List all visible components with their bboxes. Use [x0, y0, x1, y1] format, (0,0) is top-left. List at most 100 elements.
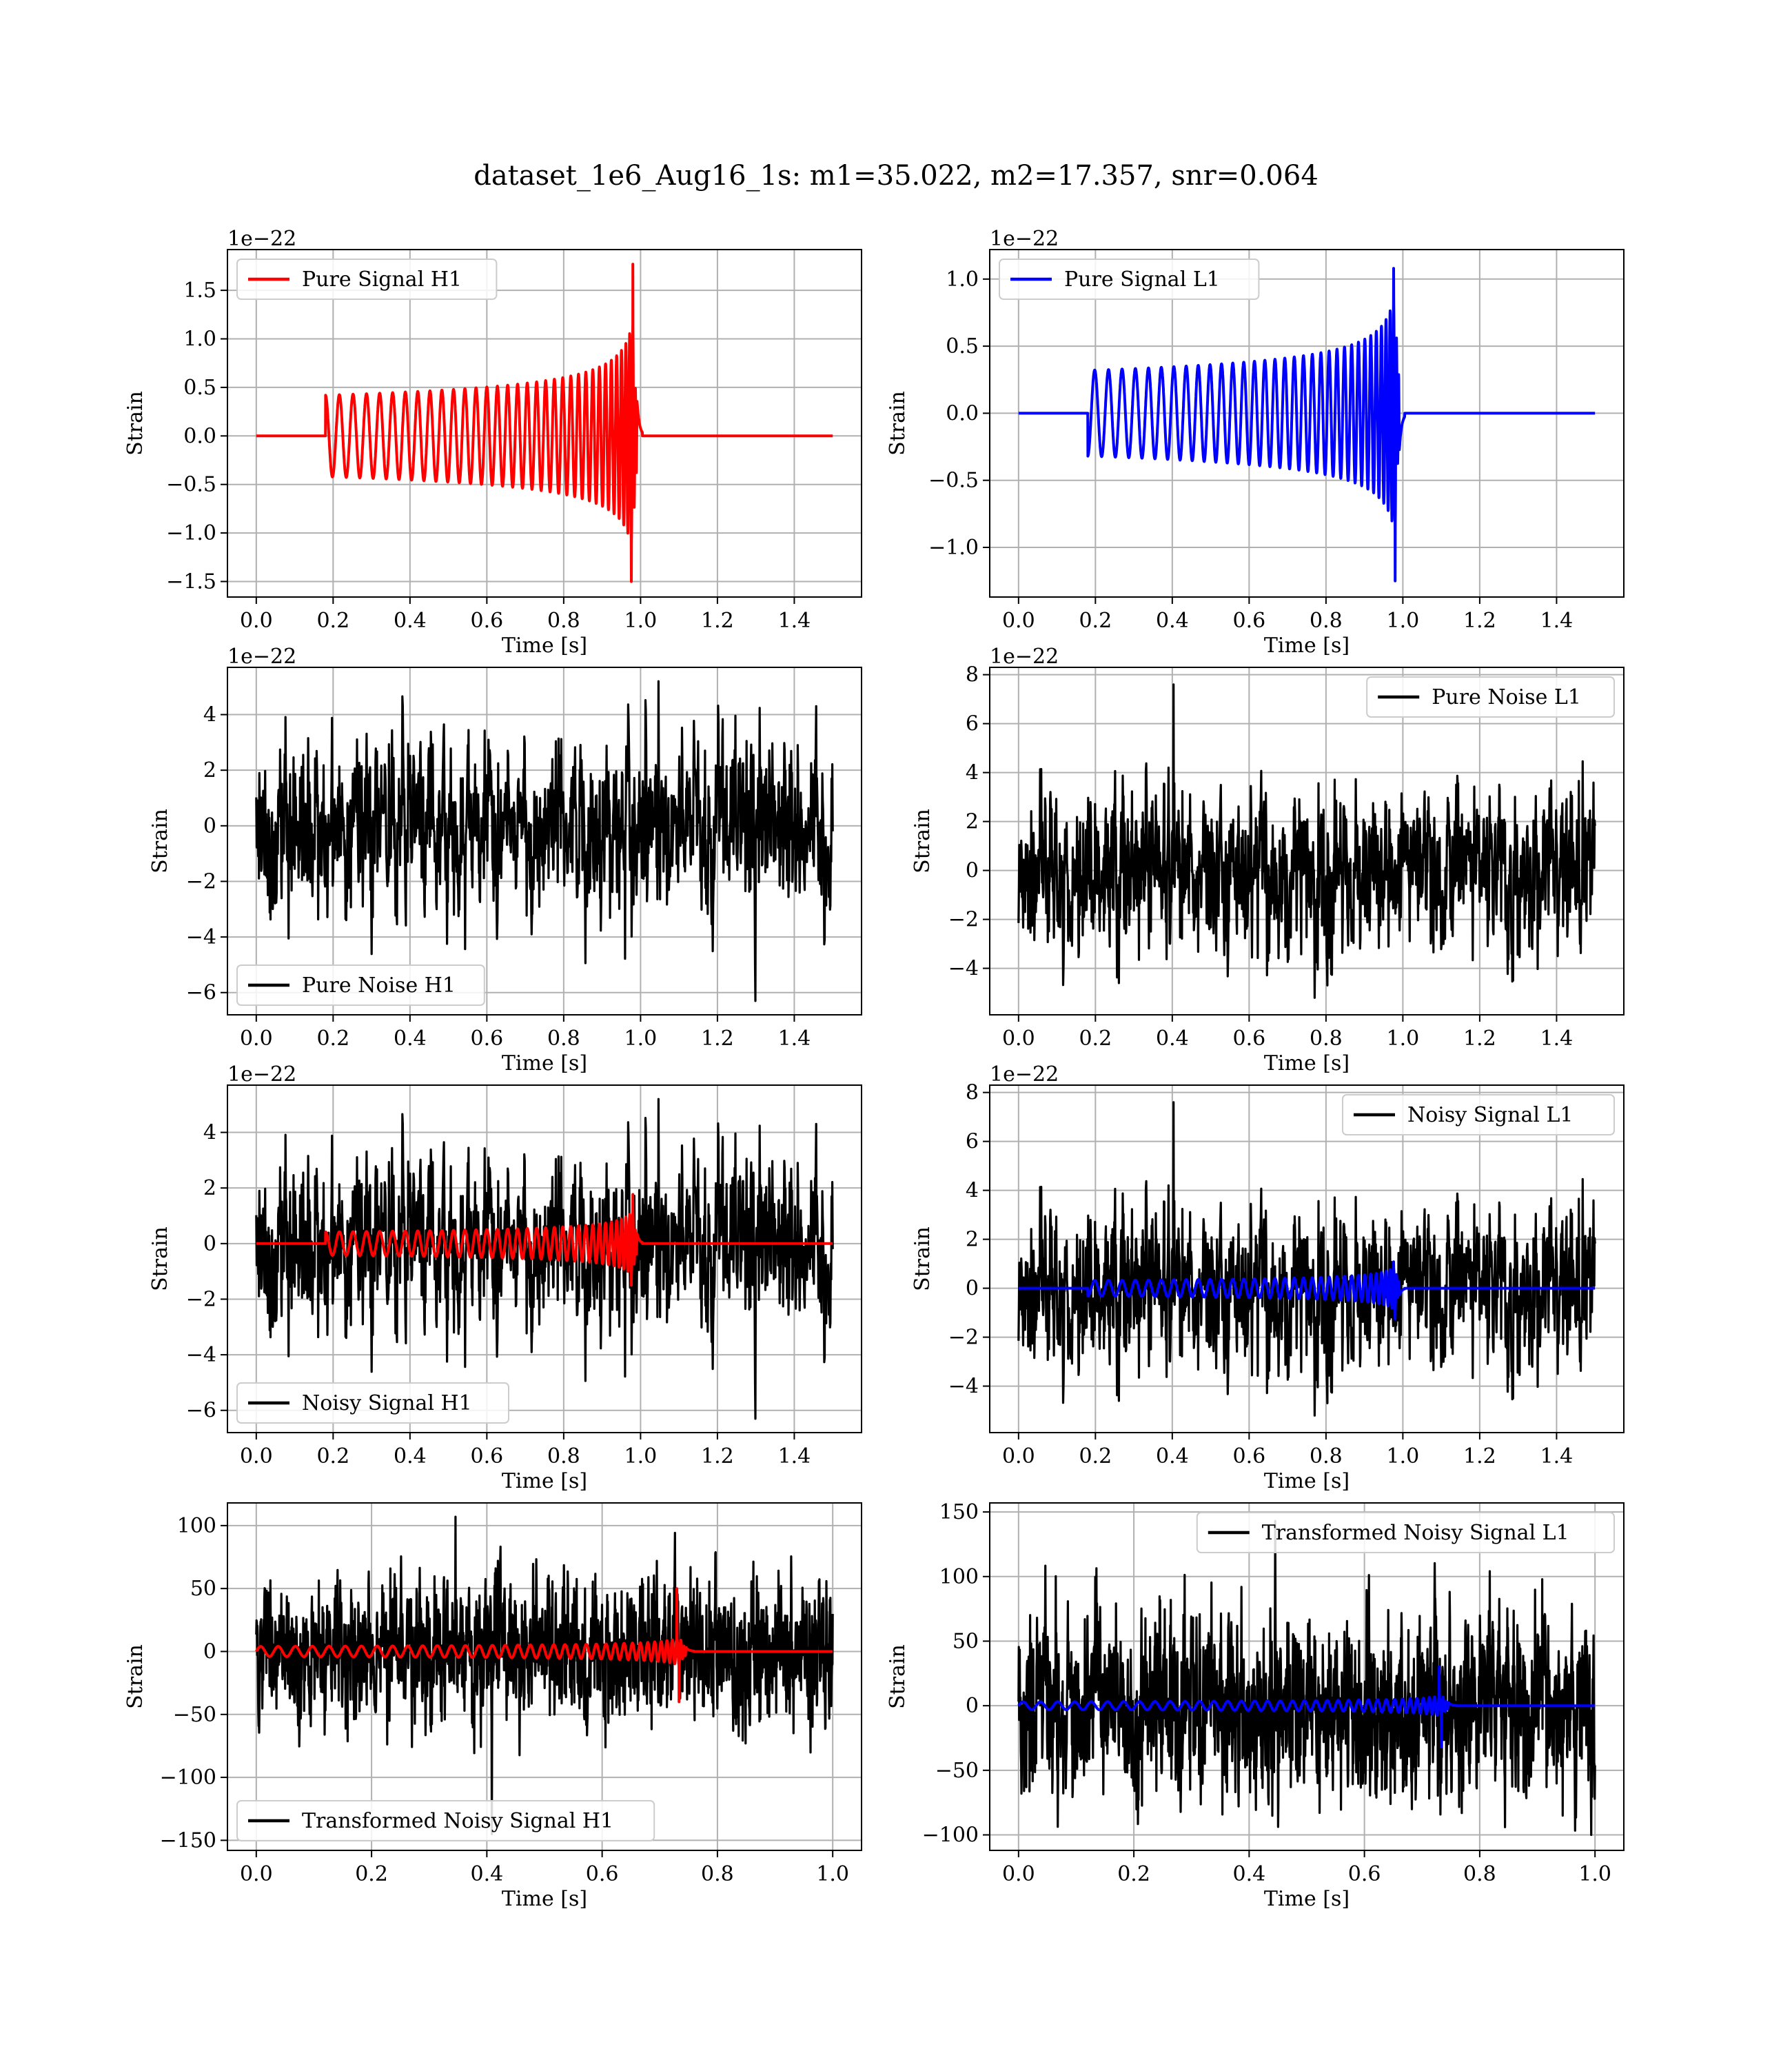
x-tick-label: 1.0	[1578, 1862, 1611, 1886]
x-tick-label: 0.4	[394, 609, 427, 633]
subplot-pure-noise-h1: 0.0 0.2 0.4 0.6 0.8 1.0 1.2 1.4 −6 −4 −2 0 2 4 Time [s…	[148, 645, 862, 1075]
y-tick-label: −50	[935, 1759, 979, 1783]
subplot-noisy-signal-h1: 0.0 0.2 0.4 0.6 0.8 1.0 1.2 1.4 −6 −4 −2 0 2 4 Time [s…	[148, 1062, 862, 1493]
x-tick-label: 0.6	[471, 609, 504, 633]
y-tick-label: 0	[966, 859, 979, 883]
x-tick-label: 1.4	[778, 609, 811, 633]
x-tick-label: 1.0	[1387, 609, 1420, 633]
x-tick-label: 0.4	[1233, 1862, 1266, 1886]
legend-box	[236, 1800, 655, 1841]
subplot-pure-noise-l1: 0.0 0.2 0.4 0.6 0.8 1.0 1.2 1.4 −4 −2 0 2 4 6 8 Time [s…	[910, 645, 1625, 1075]
x-tick-label: 0.6	[586, 1862, 619, 1886]
y-tick-label: 1.0	[946, 267, 979, 292]
y-axis-label: Strain	[148, 1226, 172, 1291]
y-axis-label: Strain	[910, 809, 935, 873]
legend: Transformed Noisy Signal H1	[236, 1800, 655, 1841]
y-tick-label: −2	[948, 908, 979, 932]
x-tick-label: 0.4	[1156, 609, 1189, 633]
x-tick-label: 1.2	[1463, 1444, 1496, 1468]
series-line-signal-overlay	[1017, 1260, 1596, 1320]
x-tick-label: 0.8	[1463, 1862, 1496, 1886]
x-tick-label: 1.0	[624, 1444, 658, 1468]
series-line-transformed-noisy-signal-l1	[1017, 1519, 1596, 1837]
y-tick-label: −4	[186, 925, 216, 949]
y-tick-label: 150	[939, 1500, 979, 1524]
y-tick-label: 0.5	[946, 334, 979, 358]
x-axis-label: Time [s]	[1264, 1051, 1350, 1075]
axes-frame	[989, 1502, 1625, 1851]
x-tick-label: 1.2	[701, 609, 734, 633]
x-tick-label: 1.2	[701, 1027, 734, 1051]
legend-box	[1366, 676, 1615, 718]
x-axis-label: Time [s]	[502, 634, 587, 658]
series-group	[255, 263, 834, 583]
x-tick-label: 0.6	[1233, 609, 1266, 633]
y-tick-label: −2	[186, 869, 216, 893]
x-axis-label: Time [s]	[502, 1887, 587, 1911]
x-tick-label: 0.2	[1079, 1027, 1112, 1051]
y-tick-label: −2	[948, 1326, 979, 1350]
y-tick-label: 0	[966, 1277, 979, 1301]
y-tick-label: 0	[203, 1232, 216, 1256]
x-tick-label: 0.2	[1079, 609, 1112, 633]
axes-frame	[227, 1502, 862, 1851]
legend: Noisy Signal L1	[1342, 1094, 1615, 1135]
x-tick-label: 0.4	[394, 1027, 427, 1051]
y-axis-label: Strain	[886, 391, 910, 456]
series-line-pure-signal-l1	[1017, 267, 1596, 583]
y-tick-label: −6	[186, 1399, 216, 1423]
y-tick-label: 1.5	[183, 279, 216, 303]
legend: Transformed Noisy Signal L1	[1196, 1512, 1616, 1553]
subplot-noisy-signal-l1: 0.0 0.2 0.4 0.6 0.8 1.0 1.2 1.4 −4 −2 0 2 4 6 8 Time [s…	[910, 1062, 1625, 1493]
x-tick-label: 0.4	[394, 1444, 427, 1468]
x-axis-label: Time [s]	[502, 1051, 587, 1075]
x-tick-label: 1.0	[1387, 1027, 1420, 1051]
x-tick-label: 0.8	[1310, 609, 1343, 633]
grid	[227, 250, 862, 597]
series-line-pure-noise-l1	[1017, 683, 1596, 999]
x-tick-label: 1.0	[624, 1027, 658, 1051]
x-tick-label: 0.0	[240, 1027, 273, 1051]
y-tick-label: −4	[948, 1375, 979, 1399]
x-tick-label: 0.2	[1079, 1444, 1112, 1468]
y-tick-label: 2	[966, 810, 979, 834]
x-tick-label: 0.4	[1156, 1444, 1189, 1468]
x-tick-label: 0.2	[316, 609, 349, 633]
x-tick-label: 1.4	[778, 1027, 811, 1051]
x-tick-label: 1.0	[816, 1862, 849, 1886]
series-group	[255, 1098, 834, 1420]
legend-box	[1342, 1094, 1615, 1135]
y-tick-label: 100	[939, 1565, 979, 1589]
y-tick-label: 8	[966, 1081, 979, 1105]
y-tick-label: 0	[203, 1639, 216, 1664]
subplot-transformed-noisy-signal-h1: 0.0 0.2 0.4 0.6 0.8 1.0 −150 −100 −50 0 50 100 Time …	[123, 1502, 862, 1911]
x-tick-label: 1.4	[1540, 1027, 1574, 1051]
y-tick-label: −4	[948, 957, 979, 981]
axes-frame	[989, 249, 1625, 598]
x-axis-label: Time [s]	[1264, 634, 1350, 658]
y-tick-label: −150	[160, 1828, 216, 1852]
x-tick-label: 0.0	[240, 1444, 273, 1468]
series-group	[255, 680, 834, 1002]
y-tick-label: 2	[203, 1176, 216, 1200]
y-tick-label: −50	[173, 1703, 216, 1727]
x-tick-label: 0.4	[471, 1862, 504, 1886]
x-tick-label: 0.0	[1002, 609, 1035, 633]
x-tick-label: 0.8	[547, 609, 580, 633]
y-tick-label: 0.0	[183, 424, 216, 448]
subplot-pure-signal-h1: 0.0 0.2 0.4 0.6 0.8 1.0 1.2 1.4 −1.5 −1.0 −0.5 0.0 0…	[123, 227, 862, 658]
x-tick-label: 0.0	[240, 609, 273, 633]
y-tick-label: −1.0	[928, 536, 979, 560]
y-tick-label: 0.5	[183, 376, 216, 400]
legend-label: Noisy Signal L1	[1407, 1103, 1573, 1127]
x-tick-label: 0.8	[701, 1862, 734, 1886]
x-tick-label: 0.6	[471, 1027, 504, 1051]
series-line-pure-signal-h1	[255, 263, 834, 583]
figure-suptitle: dataset_1e6_Aug16_1s: m1=35.022, m2=17.3…	[474, 160, 1318, 192]
legend-label: Pure Noise H1	[302, 973, 456, 998]
y-tick-label: 6	[966, 1130, 979, 1154]
legend: Pure Noise H1	[236, 964, 485, 1006]
x-tick-label: 0.6	[1348, 1862, 1381, 1886]
legend-box	[999, 259, 1260, 300]
